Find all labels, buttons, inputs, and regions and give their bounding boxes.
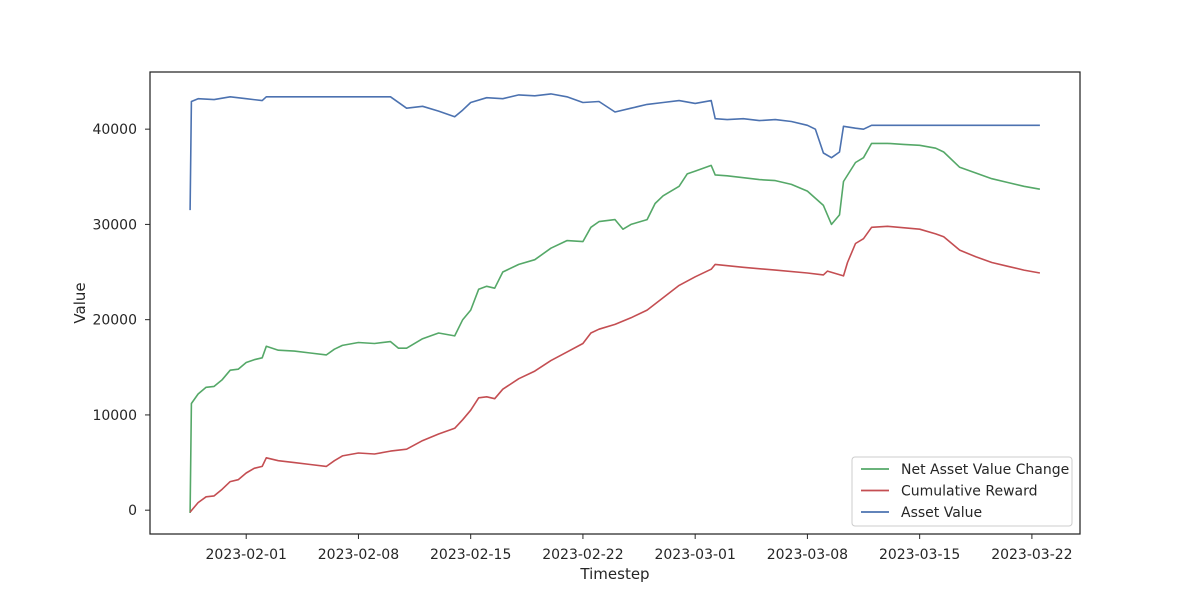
y-tick-label: 0 (128, 503, 137, 519)
x-tick-label: 2023-02-01 (206, 547, 287, 563)
legend: Net Asset Value Change Cumulative Reward A… (851, 456, 1073, 527)
series-line-0 (189, 142, 1041, 514)
x-tick-label: 2023-03-01 (654, 547, 735, 563)
y-tick-label: 10000 (92, 408, 137, 424)
legend-label: Asset Value (901, 505, 982, 521)
legend-label: Net Asset Value Change (901, 462, 1069, 478)
series-layer (189, 93, 1041, 514)
x-axis-ticks: 2023-02-01 2023-02-08 2023-02-15 2023-02-22… (206, 534, 1073, 563)
y-tick-label: 30000 (92, 217, 137, 233)
x-tick-label: 2023-03-15 (879, 547, 960, 563)
x-tick-label: 2023-03-08 (767, 547, 848, 563)
y-axis-title: Value (71, 282, 89, 323)
series-line-2 (189, 93, 1040, 211)
legend-frame (851, 456, 1073, 527)
y-tick-label: 20000 (92, 313, 137, 329)
x-tick-label: 2023-02-15 (430, 547, 511, 563)
x-tick-label: 2023-02-22 (542, 547, 623, 563)
y-axis-ticks: 0 10000 20000 30000 40000 (92, 122, 150, 519)
x-tick-label: 2023-03-22 (991, 547, 1072, 563)
series-line-1 (189, 225, 1041, 513)
legend-entries: Net Asset Value Change Cumulative Reward A… (861, 462, 1069, 521)
x-axis-title: Timestep (579, 565, 649, 583)
y-tick-label: 40000 (92, 122, 137, 138)
legend-label: Cumulative Reward (901, 484, 1038, 500)
x-tick-label: 2023-02-08 (318, 547, 399, 563)
